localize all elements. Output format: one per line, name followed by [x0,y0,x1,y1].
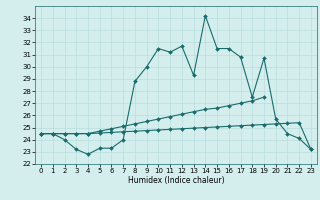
X-axis label: Humidex (Indice chaleur): Humidex (Indice chaleur) [128,176,224,185]
